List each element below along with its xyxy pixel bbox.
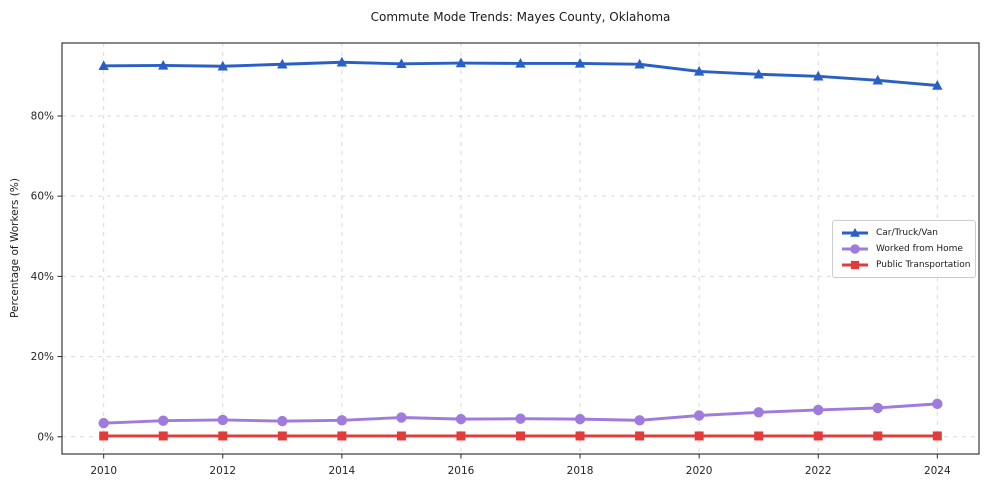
legend-item-car-truck-van: Car/Truck/Van: [841, 227, 967, 239]
svg-text:40%: 40%: [31, 271, 54, 283]
svg-text:2010: 2010: [90, 465, 117, 477]
svg-text:80%: 80%: [31, 110, 54, 122]
svg-text:2024: 2024: [924, 465, 951, 477]
legend-label: Public Transportation: [876, 260, 971, 270]
legend-label: Car/Truck/Van: [876, 228, 938, 238]
line-circle-marker-icon: [842, 244, 868, 254]
chart-title: Commute Mode Trends: Mayes County, Oklah…: [370, 10, 671, 24]
svg-text:2022: 2022: [805, 465, 832, 477]
svg-text:2016: 2016: [448, 465, 475, 477]
svg-text:2018: 2018: [567, 465, 594, 477]
line-triangle-marker-icon: [842, 227, 868, 237]
legend-label: Worked from Home: [876, 244, 963, 254]
svg-text:60%: 60%: [31, 191, 54, 203]
legend-item-public-transportation: Public Transportation: [841, 259, 971, 271]
svg-text:2014: 2014: [328, 465, 355, 477]
legend-item-worked-from-home: Worked from Home: [841, 243, 967, 255]
legend: Car/Truck/Van Worked from Home Public Tr…: [832, 220, 976, 278]
svg-text:2012: 2012: [209, 465, 236, 477]
svg-text:20%: 20%: [31, 351, 54, 363]
line-square-marker-icon: [842, 260, 868, 270]
svg-text:2020: 2020: [686, 465, 713, 477]
svg-text:0%: 0%: [37, 431, 54, 443]
